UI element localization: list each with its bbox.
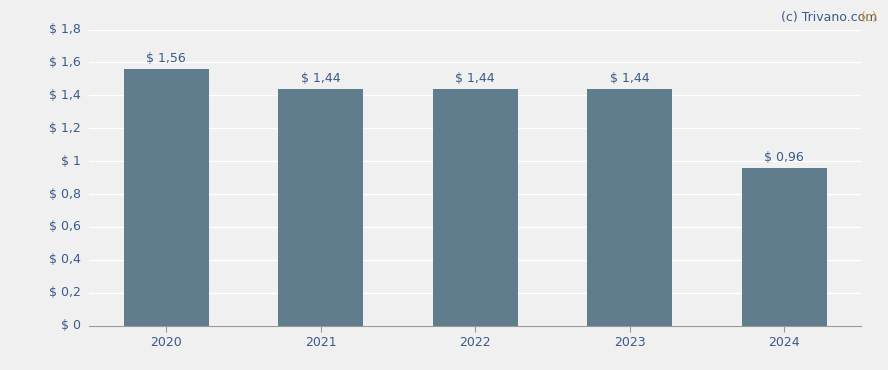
Text: $ 1,2: $ 1,2 [50,122,81,135]
Text: $ 1,44: $ 1,44 [456,72,495,85]
Bar [123,69,209,326]
Text: $ 1: $ 1 [61,155,81,168]
Text: $ 1,44: $ 1,44 [610,72,649,85]
Text: $ 1,44: $ 1,44 [301,72,340,85]
Text: $ 0,96: $ 0,96 [765,151,804,164]
Text: $ 0,6: $ 0,6 [49,221,81,233]
Bar [278,89,363,326]
Text: $ 1,4: $ 1,4 [50,89,81,102]
Text: $ 0: $ 0 [61,319,81,332]
Text: $ 1,56: $ 1,56 [147,52,186,65]
Bar [741,168,827,326]
Text: $ 1,8: $ 1,8 [49,23,81,36]
Text: $ 0,8: $ 0,8 [49,188,81,201]
Bar [587,89,672,326]
Bar [432,89,518,326]
Text: (c) Trivano.com: (c) Trivano.com [781,11,877,24]
Text: $ 0,4: $ 0,4 [49,253,81,266]
Text: (c): (c) [860,11,877,24]
Text: $ 0,2: $ 0,2 [49,286,81,299]
Text: $ 1,6: $ 1,6 [50,56,81,69]
